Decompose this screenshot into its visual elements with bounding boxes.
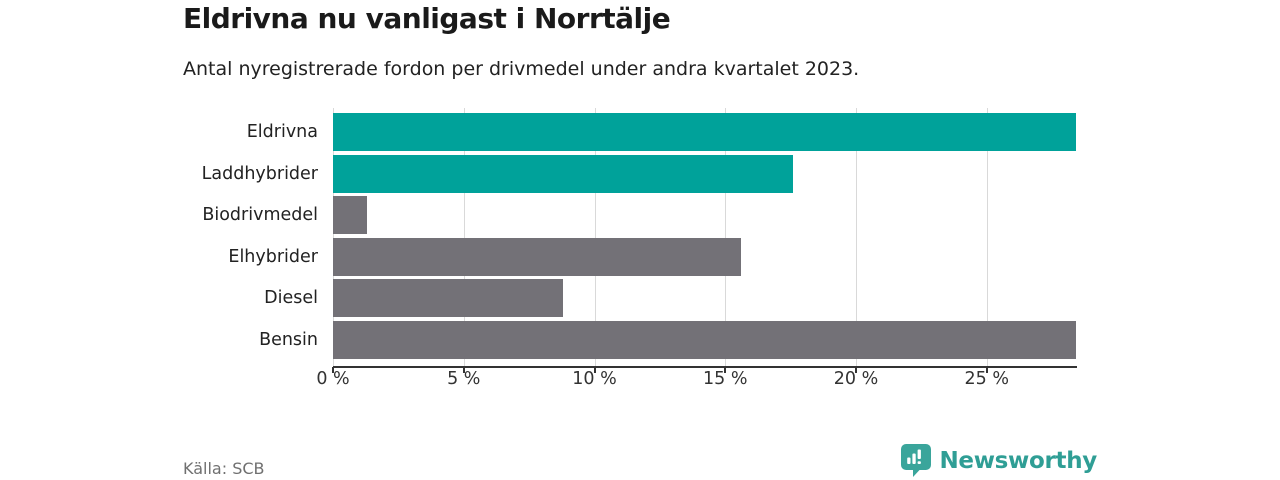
axis-tick <box>724 367 727 373</box>
gridline <box>986 108 988 367</box>
axis-tick-label: 15 % <box>703 369 748 389</box>
category-label-biodrivmedel: Biodrivmedel <box>202 205 318 226</box>
bar-diesel <box>333 279 564 318</box>
gridline <box>463 108 465 367</box>
axis-tick <box>593 367 596 373</box>
category-label-laddhybrider: Laddhybrider <box>201 163 318 184</box>
axis-tick-label: 25 % <box>964 369 1009 389</box>
axis-tick-label: 5 % <box>447 369 481 389</box>
bar-laddhybrider <box>333 154 794 193</box>
axis-tick <box>462 367 465 373</box>
axis-tick <box>855 367 858 373</box>
gridline <box>333 108 334 367</box>
chart-subtitle: Antal nyregistrerade fordon per drivmede… <box>183 58 860 80</box>
source-note: Källa: SCB <box>183 459 265 478</box>
category-label-elhybrider: Elhybrider <box>228 246 318 267</box>
gridline <box>594 108 596 367</box>
category-label-eldrivna: Eldrivna <box>246 122 318 142</box>
bar-elhybrider <box>333 237 741 276</box>
axis-tick-label: 20 % <box>833 369 879 389</box>
bar-eldrivna <box>333 113 1076 151</box>
bar-biodrivmedel <box>333 196 367 235</box>
newsworthy-logo-icon <box>901 444 932 477</box>
axis-tick-label: 0 % <box>316 369 350 389</box>
plot-area <box>332 108 1077 373</box>
axis-tick <box>332 367 334 373</box>
axis-tick-label: 10 % <box>572 369 617 389</box>
gridline <box>725 108 727 367</box>
x-axis-line <box>333 366 1077 368</box>
newsworthy-logo-text: Newsworthy <box>939 447 1097 474</box>
gridline <box>856 108 858 367</box>
category-label-bensin: Bensin <box>259 330 318 350</box>
axis-tick <box>985 367 988 373</box>
category-label-diesel: Diesel <box>264 288 318 309</box>
newsworthy-logo: Newsworthy <box>901 444 1097 477</box>
bar-bensin <box>333 321 1076 359</box>
chart-title: Eldrivna nu vanligast i Norrtälje <box>183 2 671 35</box>
